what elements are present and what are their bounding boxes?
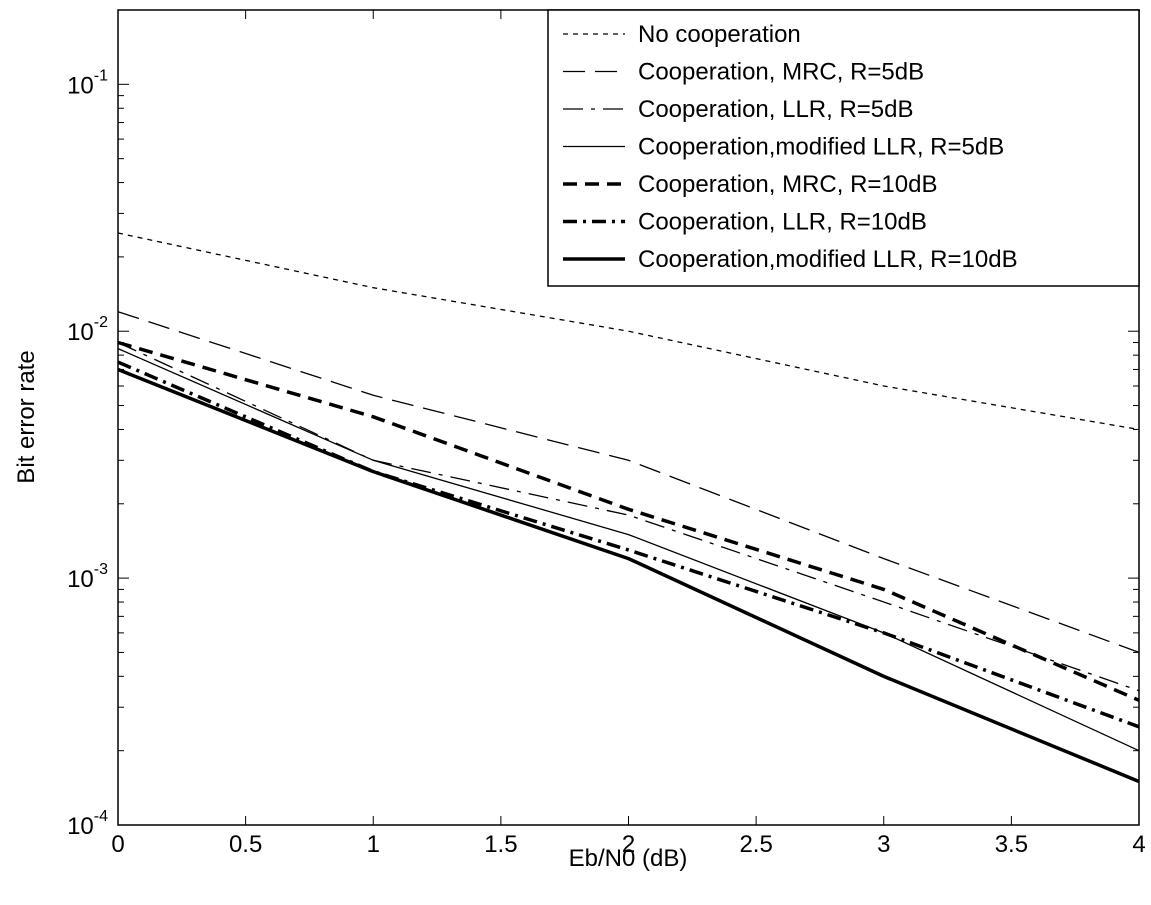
- y-tick-base: 10: [67, 813, 94, 840]
- x-tick-label: 0: [111, 831, 124, 858]
- y-tick-base: 10: [67, 319, 94, 346]
- y-tick-exponent: -1: [94, 67, 108, 84]
- series-line-1: [117, 232, 1140, 431]
- legend-box: [547, 9, 1140, 287]
- x-tick-label: 1.5: [484, 831, 517, 858]
- legend-label-6: Cooperation, LLR, R=10dB: [638, 209, 927, 236]
- x-tick-label: 3.5: [995, 831, 1028, 858]
- series-line-7: [117, 367, 1140, 784]
- legend: No cooperation Cooperation, MRC, R=5dB Coo…: [547, 9, 1140, 287]
- series-line-5: [117, 340, 1140, 702]
- x-tick-label: 1: [367, 831, 380, 858]
- legend-label-2: Cooperation, MRC, R=5dB: [638, 59, 924, 86]
- x-tick-label: 0.5: [229, 831, 262, 858]
- x-tick-label: 4: [1132, 831, 1145, 858]
- y-tick-exponent: -2: [94, 314, 108, 331]
- y-tick-exponent: -3: [94, 561, 108, 578]
- x-tick-label: 2: [622, 831, 635, 858]
- y-tick-label: 10-1: [67, 67, 108, 99]
- y-tick-base: 10: [67, 566, 94, 593]
- x-axis-title: Eb/N0 (dB): [569, 845, 688, 872]
- legend-label-4: Cooperation,modified LLR, R=5dB: [638, 134, 1004, 161]
- legend-label-3: Cooperation, LLR, R=5dB: [638, 96, 914, 123]
- legend-label-1: No cooperation: [638, 21, 801, 48]
- legend-label-7: Cooperation,modified LLR, R=10dB: [638, 246, 1018, 273]
- x-tick-label: 3: [877, 831, 890, 858]
- legend-label-5: Cooperation, MRC, R=10dB: [638, 171, 937, 198]
- y-tick-label: 10-2: [67, 314, 108, 346]
- axis-ticks: 0 0.5 1 1.5 2 2.5 3 3.5 410-110-210-310-4: [67, 10, 1146, 858]
- series-line-4: [117, 348, 1140, 752]
- y-tick-label: 10-3: [67, 561, 108, 593]
- series-line-2: [117, 311, 1140, 654]
- y-tick-exponent: -4: [94, 808, 108, 825]
- x-tick-label: 2.5: [739, 831, 772, 858]
- series-lines: [117, 232, 1140, 784]
- series-line-6: [117, 360, 1140, 729]
- y-axis-title: Bit error rate: [13, 350, 40, 483]
- y-tick-base: 10: [67, 72, 94, 99]
- y-tick-label: 10-4: [67, 808, 108, 840]
